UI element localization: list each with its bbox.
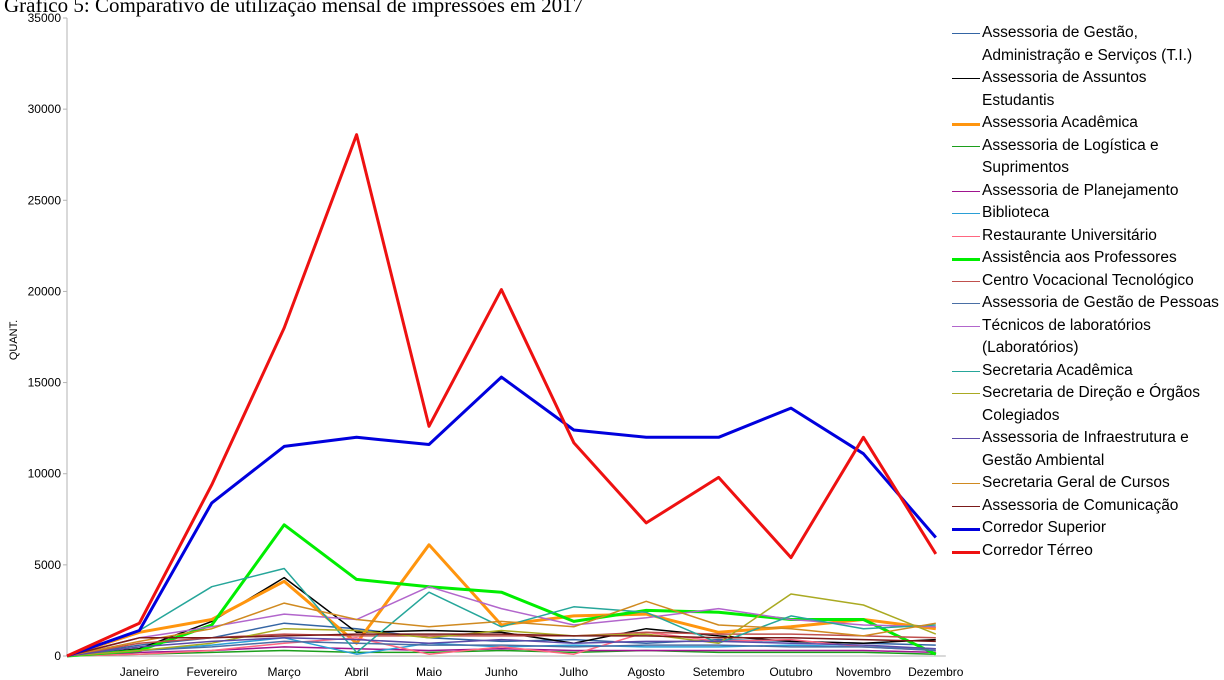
legend-label: Técnicos de laboratórios (Laboratórios) (982, 316, 1151, 357)
series-line (66, 637, 936, 657)
legend-swatch (952, 540, 982, 563)
y-tick-label: 20000 (28, 284, 62, 298)
legend-entry: Assessoria de Logística e Suprimentos (952, 135, 1222, 180)
legend-entry: Biblioteca (952, 202, 1222, 225)
y-tick-label: 0 (54, 649, 61, 663)
legend-swatch (952, 292, 982, 315)
series-line (66, 633, 936, 657)
legend-swatch (952, 135, 982, 158)
legend-swatch (952, 270, 982, 293)
legend-swatch (952, 247, 982, 270)
chart-title: Gráfico 5: Comparativo de utilização men… (4, 0, 583, 17)
series-line (66, 585, 936, 657)
legend-label: Restaurante Universitário (982, 226, 1157, 244)
legend-entry: Assessoria de Assuntos Estudantis (952, 67, 1222, 112)
legend-label: Secretaria Acadêmica (982, 361, 1133, 379)
legend-swatch (952, 202, 982, 225)
legend-label: Assessoria de Logística e Suprimentos (982, 136, 1159, 177)
legend-entry: Centro Vocacional Tecnológico (952, 270, 1222, 293)
legend-entry: Restaurante Universitário (952, 225, 1222, 248)
legend-entry: Secretaria de Direção e Órgãos Colegiado… (952, 382, 1222, 427)
y-tick-label: 10000 (28, 467, 62, 481)
legend-swatch (952, 517, 982, 540)
series-line (66, 640, 936, 657)
x-tick-label: Maio (416, 665, 442, 679)
series-line (66, 631, 936, 657)
x-tick-label: Abril (345, 665, 369, 679)
legend-entry: Secretaria Acadêmica (952, 360, 1222, 383)
legend-entry: Corredor Térreo (952, 540, 1222, 563)
legend-swatch (952, 360, 982, 383)
series-line (66, 375, 937, 658)
y-tick-label: 30000 (28, 102, 62, 116)
legend-label: Secretaria Geral de Cursos (982, 474, 1170, 491)
series-line (66, 600, 936, 657)
legend: Assessoria de Gestão, Administração e Se… (952, 22, 1222, 562)
y-tick-label: 35000 (28, 11, 62, 25)
legend-swatch (952, 427, 982, 450)
legend-label: Corredor Superior (982, 519, 1107, 536)
legend-entry: Assessoria de Comunicação (952, 495, 1222, 518)
y-tick-label: 15000 (28, 376, 62, 390)
legend-label: Assessoria de Comunicação (982, 496, 1179, 514)
legend-entry: Assessoria de Gestão de Pessoas (952, 292, 1222, 315)
series-line (66, 567, 936, 657)
legend-entry: Corredor Superior (952, 517, 1222, 540)
legend-entry: Técnicos de laboratórios (Laboratórios) (952, 315, 1222, 360)
x-tick-label: Março (268, 665, 302, 679)
series-line (66, 593, 937, 657)
legend-label: Assessoria Acadêmica (982, 114, 1138, 131)
x-tick-label: Fevereiro (186, 665, 237, 679)
x-tick-label: Novembro (836, 665, 892, 679)
legend-swatch (952, 472, 982, 495)
series-line (66, 133, 938, 658)
series-line (66, 576, 936, 657)
legend-entry: Assessoria de Gestão, Administração e Se… (952, 22, 1222, 67)
legend-label: Assessoria de Gestão, Administração e Se… (982, 24, 1193, 64)
legend-swatch (952, 22, 982, 45)
series-line (66, 649, 936, 657)
legend-swatch (952, 315, 982, 338)
legend-label: Assessoria de Gestão de Pessoas (982, 294, 1219, 311)
legend-label: Biblioteca (982, 204, 1050, 221)
legend-swatch (952, 382, 982, 405)
legend-label: Assistência aos Professores (982, 249, 1177, 266)
legend-swatch (952, 225, 982, 248)
y-tick-label: 5000 (34, 558, 61, 572)
x-tick-label: Dezembro (908, 665, 964, 679)
legend-entry: Secretaria Geral de Cursos (952, 472, 1222, 495)
legend-swatch (952, 112, 982, 135)
legend-label: Secretaria de Direção e Órgãos Colegiado… (982, 384, 1200, 424)
legend-swatch (952, 495, 982, 518)
x-tick-label: Agosto (628, 665, 666, 679)
legend-label: Centro Vocacional Tecnológico (982, 271, 1194, 289)
legend-entry: Assessoria de Planejamento (952, 180, 1222, 203)
y-axis-label: QUANT. (8, 320, 20, 360)
x-tick-label: Setembro (693, 665, 745, 679)
legend-entry: Assistência aos Professores (952, 247, 1222, 270)
legend-swatch (952, 180, 982, 203)
series-line (66, 543, 936, 658)
legend-swatch (952, 67, 982, 90)
legend-label: Assessoria de Planejamento (982, 181, 1179, 199)
legend-label: Corredor Térreo (982, 541, 1093, 559)
legend-label: Assessoria de Infraestrutura e Gestão Am… (982, 429, 1189, 469)
legend-label: Assessoria de Assuntos Estudantis (982, 69, 1147, 109)
x-tick-label: Junho (485, 665, 518, 679)
x-tick-label: Outubro (769, 665, 813, 679)
legend-entry: Assessoria Acadêmica (952, 112, 1222, 135)
x-tick-label: Janeiro (120, 665, 160, 679)
legend-entry: Assessoria de Infraestrutura e Gestão Am… (952, 427, 1222, 472)
x-tick-label: Julho (559, 665, 588, 679)
y-tick-label: 25000 (28, 193, 62, 207)
